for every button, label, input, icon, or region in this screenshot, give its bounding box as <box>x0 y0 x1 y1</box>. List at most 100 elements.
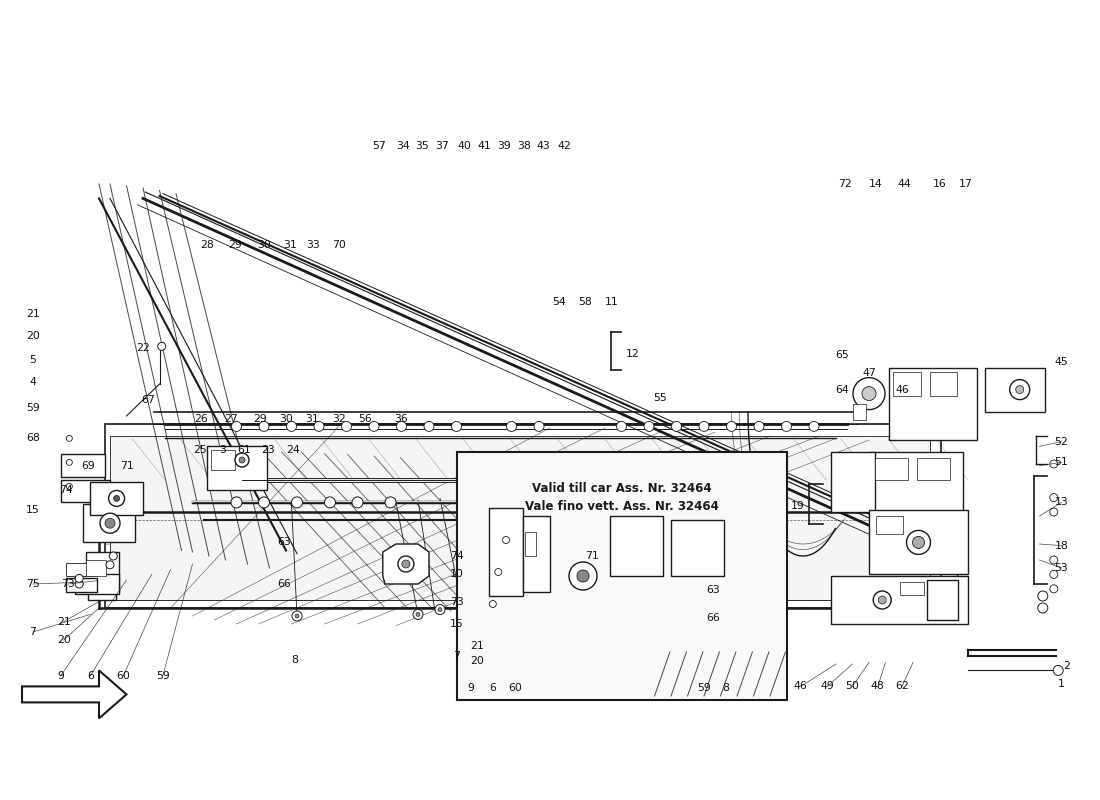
Bar <box>830 576 968 624</box>
Bar <box>82 504 135 542</box>
Text: 58: 58 <box>579 298 592 307</box>
Circle shape <box>295 614 299 618</box>
Text: 33: 33 <box>307 240 320 250</box>
Text: 66: 66 <box>277 579 290 589</box>
Text: 15: 15 <box>450 619 463 629</box>
Text: 9: 9 <box>57 671 64 681</box>
Text: 73: 73 <box>62 579 75 589</box>
Circle shape <box>368 422 379 431</box>
Bar <box>876 516 903 534</box>
Circle shape <box>396 422 407 431</box>
Text: 26: 26 <box>195 414 208 424</box>
Text: 21: 21 <box>471 642 484 651</box>
Text: 30: 30 <box>279 414 293 424</box>
Text: Vale fino vett. Ass. Nr. 32464: Vale fino vett. Ass. Nr. 32464 <box>525 500 718 513</box>
Circle shape <box>878 596 887 604</box>
Bar <box>930 372 957 396</box>
Text: 28: 28 <box>200 240 213 250</box>
Polygon shape <box>22 670 126 718</box>
Circle shape <box>385 497 396 508</box>
Circle shape <box>106 561 114 569</box>
Text: 75: 75 <box>26 579 40 589</box>
Circle shape <box>66 459 73 466</box>
Text: 32: 32 <box>332 414 345 424</box>
Circle shape <box>352 497 363 508</box>
Circle shape <box>434 605 446 614</box>
Text: 1: 1 <box>1058 679 1065 689</box>
Circle shape <box>487 608 492 611</box>
Circle shape <box>341 422 352 431</box>
Text: 65: 65 <box>836 350 849 360</box>
Text: 5: 5 <box>30 355 36 365</box>
Text: 71: 71 <box>120 461 133 470</box>
Text: 44: 44 <box>898 179 911 189</box>
Polygon shape <box>110 436 930 600</box>
Circle shape <box>616 422 627 431</box>
Circle shape <box>578 570 588 582</box>
Text: 7: 7 <box>453 651 460 661</box>
Text: 37: 37 <box>436 142 449 151</box>
Text: 67: 67 <box>142 395 155 405</box>
Text: 40: 40 <box>458 142 471 151</box>
Text: 29: 29 <box>253 414 266 424</box>
Bar <box>490 508 522 596</box>
Circle shape <box>100 514 120 534</box>
Circle shape <box>292 497 302 508</box>
Circle shape <box>1049 494 1058 502</box>
Text: 46: 46 <box>895 386 909 395</box>
Circle shape <box>852 378 886 410</box>
Circle shape <box>239 457 245 463</box>
Circle shape <box>66 435 73 442</box>
Text: 60: 60 <box>117 671 130 681</box>
Circle shape <box>913 537 924 549</box>
Circle shape <box>75 574 84 582</box>
Bar <box>207 446 267 490</box>
Text: 34: 34 <box>396 142 409 151</box>
Text: 17: 17 <box>959 179 972 189</box>
Text: 42: 42 <box>558 142 571 151</box>
Text: 30: 30 <box>257 240 271 250</box>
Text: 54: 54 <box>552 298 565 307</box>
Text: 73: 73 <box>450 597 463 606</box>
Circle shape <box>781 422 792 431</box>
Text: 23: 23 <box>262 445 275 454</box>
Circle shape <box>503 537 509 543</box>
Text: 69: 69 <box>81 461 95 470</box>
Bar <box>86 552 119 592</box>
Circle shape <box>495 569 502 575</box>
Circle shape <box>906 530 931 554</box>
Bar <box>60 454 104 477</box>
Text: 16: 16 <box>933 179 946 189</box>
Text: 21: 21 <box>26 310 40 319</box>
Bar <box>671 520 724 576</box>
Circle shape <box>754 422 764 431</box>
Circle shape <box>113 495 120 502</box>
Text: 8: 8 <box>292 655 298 665</box>
Bar <box>66 563 97 576</box>
Text: 8: 8 <box>723 683 729 693</box>
Circle shape <box>539 610 550 619</box>
Text: 25: 25 <box>194 445 207 454</box>
Text: 31: 31 <box>306 414 319 424</box>
Bar <box>889 368 977 440</box>
Text: 10: 10 <box>450 570 463 579</box>
Circle shape <box>490 601 496 607</box>
Bar <box>211 450 235 470</box>
Bar <box>984 368 1045 412</box>
Text: 45: 45 <box>1055 357 1068 366</box>
Circle shape <box>698 422 710 431</box>
Text: 20: 20 <box>471 656 484 666</box>
Text: 39: 39 <box>497 142 510 151</box>
Text: 9: 9 <box>468 683 474 693</box>
Circle shape <box>416 613 420 616</box>
Text: 13: 13 <box>1055 498 1068 507</box>
Bar <box>869 510 968 574</box>
Text: 11: 11 <box>605 298 618 307</box>
Circle shape <box>451 422 462 431</box>
Circle shape <box>1053 666 1064 675</box>
Text: 74: 74 <box>59 485 73 494</box>
Text: 59: 59 <box>26 403 40 413</box>
Circle shape <box>235 453 249 467</box>
Circle shape <box>75 580 84 588</box>
Bar <box>917 458 950 480</box>
